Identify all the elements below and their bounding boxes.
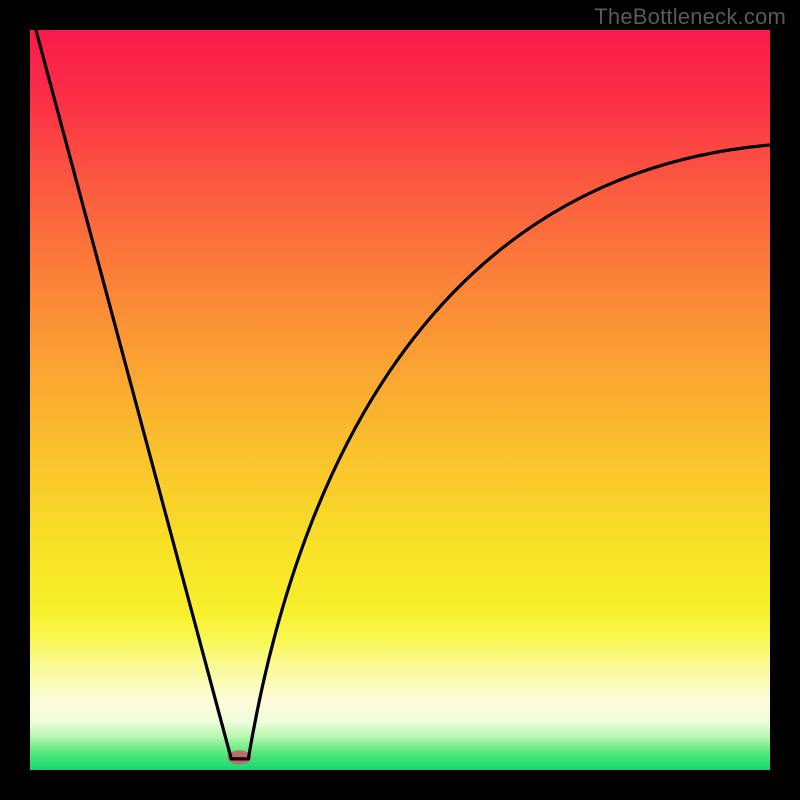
curve-layer <box>30 30 770 770</box>
bottleneck-curve <box>33 30 770 759</box>
plot-area <box>30 30 770 770</box>
chart-outer-frame: TheBottleneck.com <box>0 0 800 800</box>
watermark-text: TheBottleneck.com <box>594 4 786 30</box>
